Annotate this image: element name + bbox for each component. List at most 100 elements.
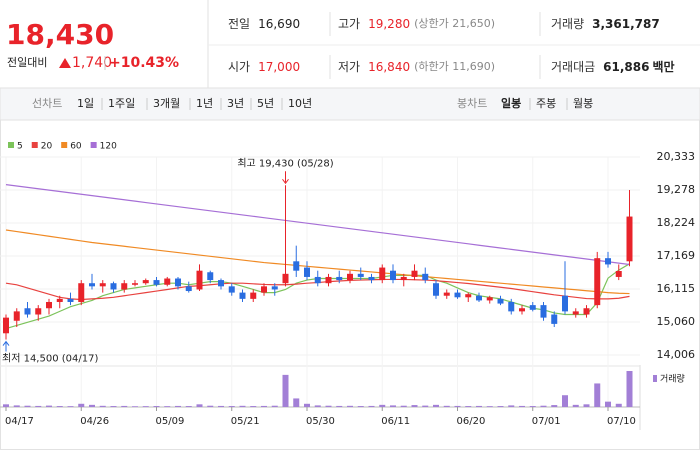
volume-bar <box>411 405 418 407</box>
change: 1,740 <box>72 55 112 71</box>
volume-bar <box>626 371 633 407</box>
moving-average <box>5 184 630 266</box>
x-tick-label: 07/10 <box>607 416 636 427</box>
stat-label: 전일 <box>228 17 250 31</box>
candle-body <box>250 292 257 299</box>
tab[interactable]: 1년 <box>196 97 213 110</box>
y-tick-label: 16,115 <box>657 282 696 295</box>
legend-swatch <box>8 142 14 148</box>
volume-bar <box>508 405 515 407</box>
candle-body <box>572 311 579 315</box>
candle-body <box>164 278 171 285</box>
tab[interactable]: 10년 <box>288 97 312 110</box>
volume-bar <box>368 405 375 407</box>
tab-bar <box>0 87 700 121</box>
legend-label: 20 <box>41 142 53 152</box>
candle-body <box>626 216 633 262</box>
candle-body <box>110 283 117 290</box>
change-label: 전일대비 <box>7 55 47 69</box>
volume-bar <box>164 406 171 407</box>
tab[interactable]: 주봉 <box>536 97 556 110</box>
candle-body <box>153 280 160 285</box>
candle-body <box>551 314 558 324</box>
legend-swatch <box>90 142 97 148</box>
volume-bar <box>336 405 343 407</box>
x-tick-label: 05/30 <box>306 416 335 427</box>
candle-body <box>454 292 461 298</box>
candle-body <box>196 270 203 290</box>
stat-label: 고가 <box>338 17 360 31</box>
candle-body <box>594 258 601 306</box>
candle-body <box>228 286 235 293</box>
volume-bar <box>218 405 224 407</box>
candle-body <box>379 267 386 281</box>
candle-body <box>304 267 310 277</box>
candle-body <box>175 278 181 287</box>
volume-bar <box>185 406 192 407</box>
candle-body <box>357 273 364 277</box>
tab[interactable]: 3개월 <box>153 97 180 110</box>
candle-body <box>325 276 332 284</box>
candle-body <box>390 270 396 281</box>
volume-bar <box>110 406 117 407</box>
stat-label: 거래량 <box>551 17 584 31</box>
volume-bar <box>142 406 149 407</box>
moving-average <box>5 229 630 295</box>
tab[interactable]: 1주일 <box>108 96 135 110</box>
candle-body <box>368 276 375 281</box>
candle-body <box>282 273 289 284</box>
candle-body <box>3 317 9 334</box>
candle-body <box>465 294 472 298</box>
legend-swatch <box>31 142 38 148</box>
legend-swatch <box>61 142 68 148</box>
candle-body <box>207 272 214 281</box>
stat-value: 19,280 <box>368 17 410 31</box>
stat: 고가 19,280 (상한가 21,650) <box>338 17 495 31</box>
tab[interactable]: 1일 <box>77 96 94 110</box>
candle-body <box>411 270 418 277</box>
candle-body <box>46 301 52 309</box>
stat-label: 저가 <box>338 60 360 74</box>
x-tick-label: 04/17 <box>5 416 34 427</box>
candle-body <box>24 308 31 315</box>
x-tick-label: 07/01 <box>532 416 561 427</box>
legend-label: 120 <box>100 142 117 152</box>
volume-bar <box>497 406 504 407</box>
tab[interactable]: 월봉 <box>573 97 593 110</box>
volume-bar <box>46 405 52 407</box>
tab[interactable]: 3년 <box>227 97 244 110</box>
volume-bar <box>153 406 160 407</box>
volume-bar <box>56 406 63 407</box>
tab[interactable]: 일봉 <box>501 96 521 110</box>
volume-bar <box>67 406 74 407</box>
x-tick-label: 06/20 <box>457 416 486 427</box>
stat: 거래대금 61,886 백만 <box>551 59 675 74</box>
volume-bar <box>347 405 353 407</box>
candle-body <box>89 283 95 287</box>
candle-body <box>218 280 224 287</box>
candle-body <box>142 280 149 284</box>
volume-bar <box>390 405 396 407</box>
candle-body <box>605 258 611 265</box>
volume-bar <box>89 404 95 407</box>
volume-bar <box>443 405 450 407</box>
volume-bar <box>282 374 289 407</box>
legend-label: 60 <box>70 142 82 152</box>
candle-body <box>400 276 407 281</box>
tab[interactable]: 5년 <box>257 97 274 110</box>
candle-body <box>540 305 547 318</box>
y-tick-label: 14,006 <box>657 348 696 361</box>
volume-bar <box>304 403 310 407</box>
stat: 거래량 3,361,787 <box>551 17 660 31</box>
volume-bar <box>572 404 579 407</box>
x-tick-label: 06/11 <box>381 416 410 427</box>
stat-value: 16,690 <box>258 17 300 31</box>
stat-label: 거래대금 <box>551 60 595 74</box>
stat-label: 시가 <box>228 60 250 74</box>
candle-body <box>422 273 429 281</box>
y-tick-label: 18,224 <box>657 216 696 229</box>
volume-bar <box>519 405 525 407</box>
candle-body <box>67 298 74 302</box>
